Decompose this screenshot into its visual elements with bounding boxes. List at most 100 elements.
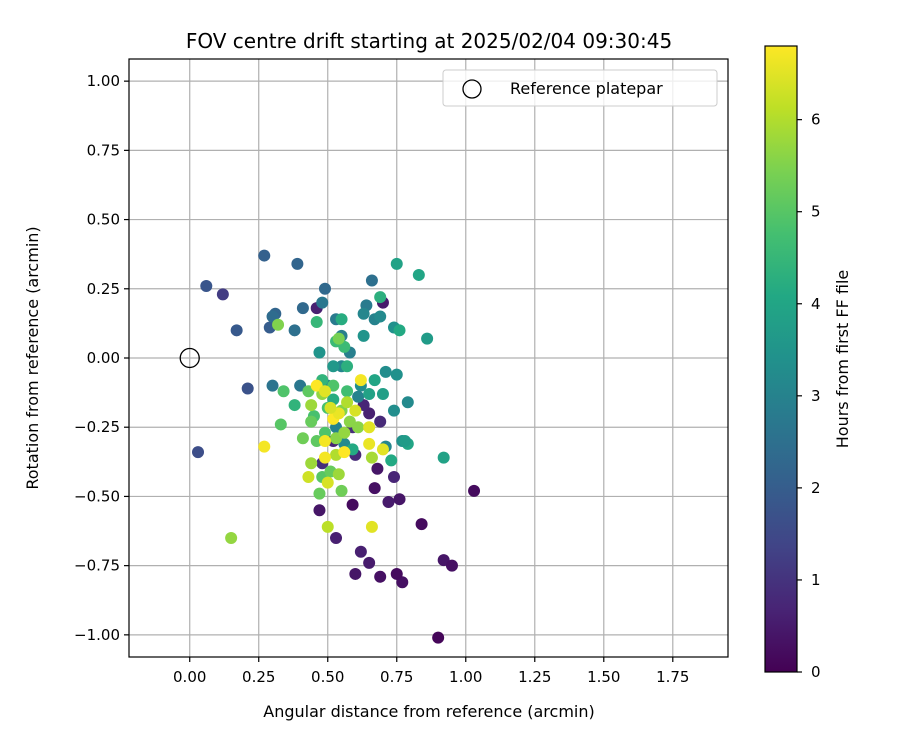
x-tick-label: 1.00 (449, 668, 482, 686)
data-point (421, 332, 434, 345)
data-point (368, 482, 381, 495)
data-point (316, 296, 329, 309)
data-point (321, 476, 334, 489)
colorbar (764, 45, 798, 673)
colorbar-tick-label: 0 (811, 663, 821, 681)
data-point (321, 520, 334, 533)
data-point (216, 288, 229, 301)
data-point (305, 415, 318, 428)
data-point (374, 570, 387, 583)
data-point (412, 268, 425, 281)
x-tick-label: 0.00 (173, 668, 206, 686)
y-axis-ticks: 1.00 0.75 0.50 0.25 0.00 −0.25 −0.50 −0.75 −1.00 (74, 72, 129, 644)
data-point (225, 531, 238, 544)
x-axis-label: Angular distance from reference (arcmin) (263, 702, 594, 721)
data-point (437, 451, 450, 464)
data-point (354, 545, 367, 558)
data-point (318, 426, 331, 439)
data-point (305, 457, 318, 470)
data-point (318, 282, 331, 295)
data-points (192, 249, 481, 644)
data-point (390, 567, 403, 580)
data-point (338, 426, 351, 439)
data-point (288, 399, 301, 412)
reference-marker-group (179, 347, 200, 369)
colorbar-tick-label: 5 (811, 203, 821, 221)
x-tick-label: 1.75 (656, 668, 689, 686)
data-point (332, 332, 345, 345)
data-point (371, 462, 384, 475)
data-point (368, 374, 381, 387)
data-point (349, 567, 362, 580)
x-tick-label: 0.50 (311, 668, 344, 686)
data-point (365, 520, 378, 533)
data-point (318, 435, 331, 448)
x-tick-label: 0.75 (380, 668, 413, 686)
data-point (291, 257, 304, 270)
data-point (310, 316, 323, 329)
data-point (302, 471, 315, 484)
data-point (363, 556, 376, 569)
legend-reference-marker (462, 79, 482, 99)
data-point (266, 379, 279, 392)
data-point (374, 291, 387, 304)
legend-entry-label: Reference platepar (510, 79, 663, 98)
data-point (363, 387, 376, 400)
y-tick-label: 0.25 (87, 280, 120, 298)
data-point (324, 401, 337, 414)
data-point (318, 451, 331, 464)
data-point (341, 385, 354, 398)
data-point (374, 415, 387, 428)
x-tick-label: 1.50 (587, 668, 620, 686)
data-point (390, 257, 403, 270)
data-point (277, 385, 290, 398)
x-tick-label: 1.25 (518, 668, 551, 686)
data-point (192, 446, 205, 459)
colorbar-tick-label: 1 (811, 571, 821, 589)
chart-title: FOV centre drift starting at 2025/02/04 … (186, 29, 672, 53)
data-point (338, 446, 351, 459)
y-tick-label: −0.25 (74, 418, 120, 436)
data-point (341, 360, 354, 373)
data-point (335, 484, 348, 497)
data-point (382, 495, 395, 508)
data-point (272, 318, 285, 331)
data-point (365, 274, 378, 287)
data-point (341, 396, 354, 409)
data-point (401, 396, 414, 409)
data-point (390, 368, 403, 381)
colorbar-tick-label: 6 (811, 111, 821, 129)
colorbar-label: Hours from first FF file (833, 270, 852, 449)
y-axis-label: Rotation from reference (arcmin) (23, 226, 42, 489)
grid-lines (129, 59, 728, 657)
data-point (379, 365, 392, 378)
data-point (376, 443, 389, 456)
data-point (387, 471, 400, 484)
colorbar-ticks: 0 1 2 3 4 5 6 (797, 111, 821, 681)
data-point (354, 374, 367, 387)
data-point (288, 324, 301, 337)
data-point (310, 435, 323, 448)
data-point (468, 484, 481, 497)
data-point (363, 421, 376, 434)
data-point (365, 451, 378, 464)
data-point (327, 360, 340, 373)
data-point (432, 631, 445, 644)
data-point (274, 418, 287, 431)
x-axis-ticks: 0.00 0.25 0.50 0.75 1.00 1.25 1.50 1.75 (173, 657, 689, 686)
y-tick-label: 0.00 (87, 349, 120, 367)
data-point (230, 324, 243, 337)
y-tick-label: 0.50 (87, 211, 120, 229)
data-point (357, 307, 370, 320)
data-point (258, 440, 271, 453)
data-point (330, 531, 343, 544)
data-point (387, 404, 400, 417)
data-point (313, 346, 326, 359)
x-tick-label: 0.25 (242, 668, 275, 686)
data-point (385, 454, 398, 467)
data-point (399, 435, 412, 448)
data-point (445, 559, 458, 572)
legend-box (442, 69, 718, 107)
